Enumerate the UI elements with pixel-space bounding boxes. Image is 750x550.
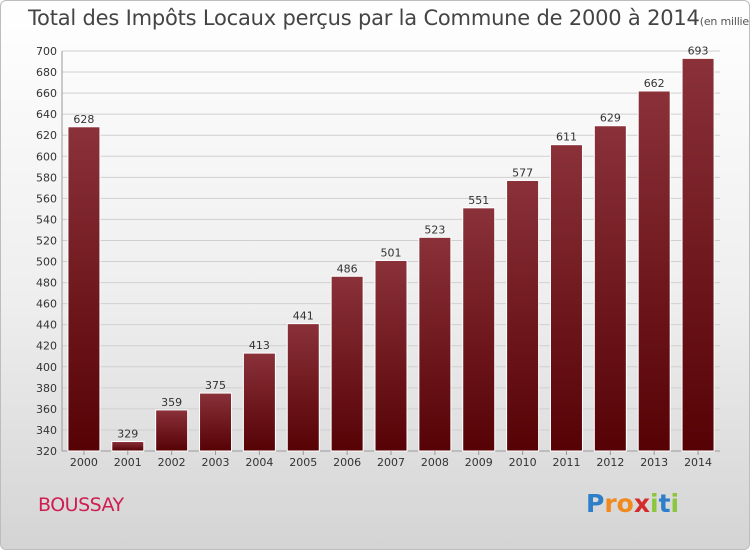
x-tick-label: 2005 <box>289 456 317 469</box>
y-tick-label: 480 <box>36 277 57 290</box>
chart-title: Total des Impôts Locaux perçus par la Co… <box>28 6 749 30</box>
y-tick-label: 620 <box>36 129 57 142</box>
bar-value-label: 628 <box>73 113 94 126</box>
chart-unit: (en milliers d'€) <box>699 15 749 28</box>
bar-value-label: 662 <box>644 77 665 90</box>
bar-2008 <box>418 236 452 452</box>
bar-2013 <box>637 90 671 452</box>
logo-letter: P <box>586 489 605 518</box>
bar-value-label: 486 <box>337 262 358 275</box>
logo-letter: r <box>604 489 617 518</box>
x-tick-label: 2008 <box>421 456 449 469</box>
y-tick-label: 460 <box>36 298 57 311</box>
y-tick-label: 600 <box>36 150 57 163</box>
commune-name: BOUSSAY <box>38 494 124 516</box>
x-axis-ticks: 2000 2001 2002 2003 2004 2005 2006 2007 2008 2009… <box>70 451 712 469</box>
logo-letter: i <box>650 489 659 518</box>
bar-value-label: 441 <box>293 310 314 323</box>
x-tick-label: 2003 <box>202 456 230 469</box>
x-tick-label: 2004 <box>245 456 273 469</box>
bar-value-label: 577 <box>512 166 533 179</box>
bar-2000 <box>67 126 101 452</box>
y-tick-label: 660 <box>36 87 57 100</box>
bar-value-label: 611 <box>556 131 577 144</box>
x-tick-label: 2012 <box>596 456 624 469</box>
y-tick-label: 380 <box>36 382 57 395</box>
proxiti-logo[interactable]: Proxiti <box>586 489 679 518</box>
logo-letter: i <box>670 489 680 518</box>
logo-letter: t <box>658 489 671 518</box>
bar-2012 <box>593 125 627 452</box>
x-tick-label: 2011 <box>552 456 580 469</box>
y-tick-label: 680 <box>36 66 57 79</box>
bar-value-label: 501 <box>381 246 402 259</box>
bar-value-label: 693 <box>688 44 709 57</box>
bar-2009 <box>462 207 496 452</box>
bar-2010 <box>506 179 540 452</box>
bar-2011 <box>549 144 583 452</box>
bar-value-labels: 628 329 359 375 413 441 486 501 523 551 577 611 629 6… <box>73 44 708 440</box>
y-tick-label: 360 <box>36 403 57 416</box>
bar-2004 <box>242 352 276 452</box>
x-tick-label: 2007 <box>377 456 405 469</box>
bar-value-label: 551 <box>468 194 489 207</box>
y-tick-label: 500 <box>36 256 57 269</box>
bar-value-label: 329 <box>117 428 138 441</box>
x-tick-label: 2006 <box>333 456 361 469</box>
x-tick-label: 2014 <box>684 456 712 469</box>
bars <box>67 57 715 452</box>
bar-value-label: 359 <box>161 396 182 409</box>
y-tick-label: 700 <box>36 45 57 58</box>
y-tick-label: 340 <box>36 424 57 437</box>
y-tick-label: 420 <box>36 340 57 353</box>
logo-letter: o <box>616 489 634 518</box>
y-tick-label: 640 <box>36 108 57 121</box>
chart-title-text: Total des Impôts Locaux perçus par la Co… <box>28 6 700 30</box>
x-tick-label: 2013 <box>640 456 668 469</box>
bar-2007 <box>374 259 408 452</box>
x-tick-label: 2000 <box>70 456 98 469</box>
y-tick-label: 540 <box>36 213 57 226</box>
bar-value-label: 523 <box>424 223 445 236</box>
y-axis-ticks: 320 340 360 380 400 420 440 460 480 500 520 540 560 5… <box>36 45 57 458</box>
y-tick-label: 520 <box>36 234 57 247</box>
logo-letter: x <box>633 489 650 518</box>
bar-value-label: 629 <box>600 112 621 125</box>
bar-2001 <box>111 441 145 452</box>
bar-value-label: 413 <box>249 339 270 352</box>
bar-2014 <box>681 57 715 452</box>
bar-value-label: 375 <box>205 379 226 392</box>
bar-2002 <box>155 409 189 452</box>
bar-2006 <box>330 275 364 452</box>
bar-2003 <box>199 392 233 452</box>
bar-2005 <box>286 323 320 452</box>
x-tick-label: 2009 <box>465 456 493 469</box>
y-tick-label: 580 <box>36 171 57 184</box>
y-tick-label: 400 <box>36 361 57 374</box>
x-tick-label: 2002 <box>158 456 186 469</box>
x-tick-label: 2010 <box>509 456 537 469</box>
y-tick-label: 560 <box>36 192 57 205</box>
y-tick-label: 440 <box>36 319 57 332</box>
y-tick-label: 320 <box>36 445 57 458</box>
x-tick-label: 2001 <box>114 456 142 469</box>
